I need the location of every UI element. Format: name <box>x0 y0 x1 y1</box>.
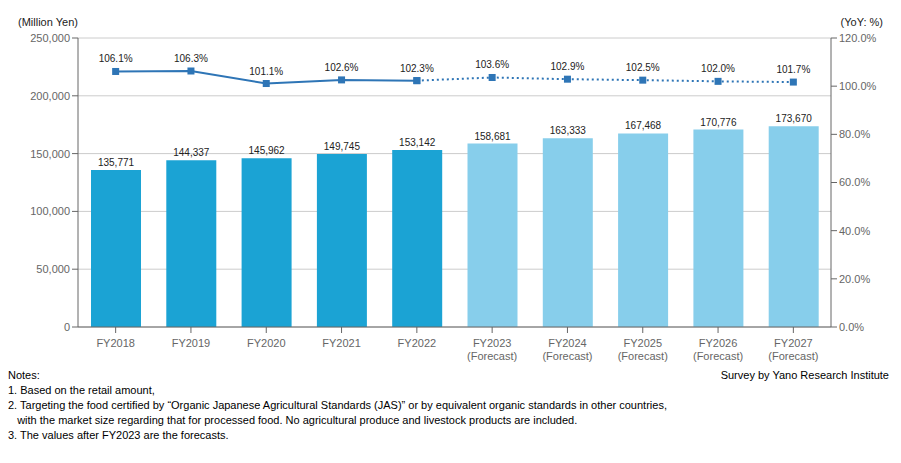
html-text:(YoY: %): (YoY: %) <box>840 16 883 28</box>
svg-text:FY2021: FY2021 <box>322 337 361 349</box>
svg-text:FY2018: FY2018 <box>96 337 135 349</box>
svg-text:80.0%: 80.0% <box>839 128 870 140</box>
svg-text:144,337: 144,337 <box>173 147 210 158</box>
html-text:2. Targeting the food certifie: 2. Targeting the food certified by “Orga… <box>8 399 667 411</box>
svg-text:FY2020: FY2020 <box>247 337 286 349</box>
svg-text:106.3%: 106.3% <box>174 53 208 64</box>
svg-text:101.7%: 101.7% <box>776 64 810 75</box>
svg-text:102.3%: 102.3% <box>400 63 434 74</box>
svg-text:135,771: 135,771 <box>98 157 135 168</box>
svg-text:120.0%: 120.0% <box>839 32 877 44</box>
svg-text:FY2024(Forecast): FY2024(Forecast) <box>542 337 592 362</box>
svg-text:FY2026(Forecast): FY2026(Forecast) <box>693 337 743 362</box>
svg-text:102.6%: 102.6% <box>325 62 359 73</box>
svg-text:50,000: 50,000 <box>36 263 70 275</box>
svg-text:106.1%: 106.1% <box>99 53 133 64</box>
svg-text:158,681: 158,681 <box>474 131 511 142</box>
html-text:with the market size regarding: with the market size regarding that for … <box>8 414 578 426</box>
svg-text:150,000: 150,000 <box>30 148 70 160</box>
svg-text:102.5%: 102.5% <box>626 62 660 73</box>
svg-text:FY2027(Forecast): FY2027(Forecast) <box>768 337 818 362</box>
html-text:Notes:: Notes: <box>8 369 40 381</box>
svg-text:100,000: 100,000 <box>30 205 70 217</box>
html-text:(Million Yen): (Million Yen) <box>18 16 78 28</box>
svg-text:0: 0 <box>64 321 70 333</box>
svg-text:60.0%: 60.0% <box>839 176 870 188</box>
svg-text:167,468: 167,468 <box>625 120 662 131</box>
svg-text:250,000: 250,000 <box>30 32 70 44</box>
svg-text:163,333: 163,333 <box>550 125 587 136</box>
svg-text:103.6%: 103.6% <box>475 59 509 70</box>
svg-text:0.0%: 0.0% <box>839 321 864 333</box>
svg-text:FY2025(Forecast): FY2025(Forecast) <box>618 337 668 362</box>
svg-text:102.9%: 102.9% <box>550 61 584 72</box>
svg-text:101.1%: 101.1% <box>249 66 283 77</box>
html-text:Survey by Yano Research Instit: Survey by Yano Research Institute <box>720 369 889 381</box>
svg-text:153,142: 153,142 <box>399 137 436 148</box>
svg-text:FY2019: FY2019 <box>172 337 211 349</box>
svg-text:40.0%: 40.0% <box>839 225 870 237</box>
svg-text:FY2023(Forecast): FY2023(Forecast) <box>467 337 517 362</box>
svg-text:173,670: 173,670 <box>776 113 813 124</box>
html-text:3. The values after FY2023 are: 3. The values after FY2023 are the forec… <box>8 429 229 441</box>
svg-text:FY2022: FY2022 <box>398 337 437 349</box>
svg-text:200,000: 200,000 <box>30 90 70 102</box>
svg-text:149,745: 149,745 <box>324 141 361 152</box>
svg-text:20.0%: 20.0% <box>839 273 870 285</box>
html-text:1. Based on the retail amount,: 1. Based on the retail amount, <box>8 384 155 396</box>
svg-text:102.0%: 102.0% <box>701 63 735 74</box>
svg-text:170,776: 170,776 <box>700 117 737 128</box>
svg-text:100.0%: 100.0% <box>839 80 877 92</box>
svg-text:145,962: 145,962 <box>249 145 286 156</box>
